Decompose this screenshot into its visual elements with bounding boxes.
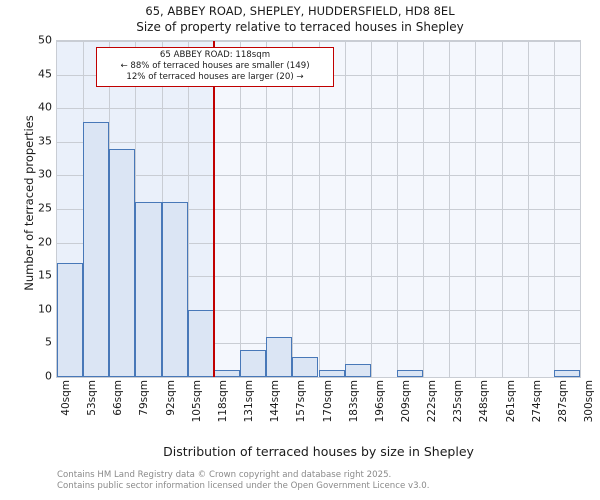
gridline-vertical — [553, 41, 555, 377]
x-axis-tick-label: 92sqm — [164, 380, 177, 416]
x-axis-ticks: 40sqm 53sqm 66sqm 79sqm 92sqm 105sqm 118sqm 131… — [56, 380, 595, 440]
histogram-bar — [553, 370, 580, 377]
gridline-vertical — [187, 41, 189, 377]
histogram-bars — [57, 41, 580, 377]
gridline-vertical — [370, 41, 372, 377]
x-axis-tick-label: 261sqm — [504, 380, 517, 423]
x-axis-tick-label: 209sqm — [399, 380, 412, 423]
y-axis-ticks: 0 5 10 15 20 25 30 35 40 45 50 — [0, 34, 52, 383]
gridlines — [57, 41, 580, 377]
marker-layer — [57, 41, 580, 377]
x-axis-tick-label: 40sqm — [60, 380, 72, 416]
y-axis-tick-label: 35 — [38, 134, 52, 148]
histogram-bar — [109, 148, 136, 377]
x-axis-tick-label: 196sqm — [373, 380, 386, 423]
x-axis-tick-label: 66sqm — [112, 380, 125, 416]
x-axis-tick-label: 287sqm — [556, 380, 569, 423]
histogram-bar — [83, 121, 110, 377]
x-axis-tick-label: 79sqm — [138, 380, 151, 416]
y-axis-tick-label: 20 — [38, 235, 52, 249]
chart-plot-area — [56, 40, 581, 378]
histogram-bar — [344, 363, 371, 377]
histogram-bar — [266, 336, 293, 377]
gridline-vertical — [501, 41, 503, 377]
gridline-vertical — [292, 41, 294, 377]
gridline-vertical — [266, 41, 268, 377]
y-axis-tick-label: 5 — [45, 335, 52, 349]
gridline-vertical — [449, 41, 451, 377]
x-axis-tick-label: 170sqm — [321, 380, 334, 423]
gridline-vertical — [240, 41, 242, 377]
y-axis-label: Number of terraced properties — [22, 115, 36, 291]
y-axis-tick-label: 25 — [38, 201, 52, 215]
x-axis-tick-label: 157sqm — [295, 380, 308, 423]
footer-line-1: Contains HM Land Registry data © Crown c… — [57, 470, 392, 480]
x-axis-tick-label: 105sqm — [190, 380, 203, 423]
y-axis-tick-label: 30 — [38, 167, 52, 181]
annotation-line-larger: 12% of terraced houses are larger (20) → — [126, 72, 304, 82]
histogram-bar — [292, 356, 319, 377]
histogram-bar — [396, 370, 424, 377]
gridline-vertical — [318, 41, 320, 377]
x-axis-tick-label: 235sqm — [452, 380, 465, 423]
gridline-vertical — [527, 41, 529, 377]
x-axis-tick-label: 53sqm — [86, 380, 99, 416]
page-title: 65, ABBEY ROAD, SHEPLEY, HUDDERSFIELD, H… — [145, 4, 455, 18]
x-axis-tick-label: 144sqm — [269, 380, 282, 423]
gridline-vertical — [423, 41, 425, 377]
y-axis-tick-label: 40 — [38, 100, 52, 114]
x-axis-tick-label: 300sqm — [583, 380, 595, 423]
x-axis-tick-label: 131sqm — [243, 380, 256, 423]
x-axis-tick-label: 222sqm — [426, 380, 439, 423]
y-axis-tick-label: 10 — [38, 302, 52, 316]
y-axis-tick-label: 50 — [38, 33, 52, 47]
x-axis-tick-label: 118sqm — [216, 380, 229, 423]
histogram-bar — [318, 370, 345, 377]
annotation-line-property: 65 ABBEY ROAD: 118sqm — [159, 50, 271, 60]
property-marker-line — [213, 41, 215, 377]
y-axis-tick-label: 15 — [38, 268, 52, 282]
histogram-bar — [240, 350, 267, 377]
chart-title-block: 65, ABBEY ROAD, SHEPLEY, HUDDERSFIELD, H… — [0, 4, 600, 35]
histogram-bar — [161, 202, 188, 377]
annotation-line-smaller: ← 88% of terraced houses are smaller (14… — [120, 61, 310, 71]
x-axis-tick-label: 248sqm — [478, 380, 491, 423]
x-axis-label: Distribution of terraced houses by size … — [163, 444, 474, 459]
histogram-bar — [57, 262, 84, 377]
chart-subtitle: Size of property relative to terraced ho… — [136, 20, 464, 34]
x-axis-tick-label: 183sqm — [347, 380, 360, 423]
gridline-vertical — [475, 41, 477, 377]
gridline-vertical — [396, 41, 398, 377]
gridline-vertical — [344, 41, 346, 377]
histogram-bar — [135, 202, 162, 377]
footer-attribution: Contains HM Land Registry data © Crown c… — [57, 470, 587, 491]
y-axis-tick-label: 0 — [45, 369, 52, 383]
property-annotation-box: 65 ABBEY ROAD: 118sqm ← 88% of terraced … — [96, 47, 334, 87]
y-axis-tick-label: 45 — [38, 67, 52, 81]
x-axis-tick-label: 274sqm — [530, 380, 543, 423]
footer-line-2: Contains public sector information licen… — [57, 480, 430, 491]
